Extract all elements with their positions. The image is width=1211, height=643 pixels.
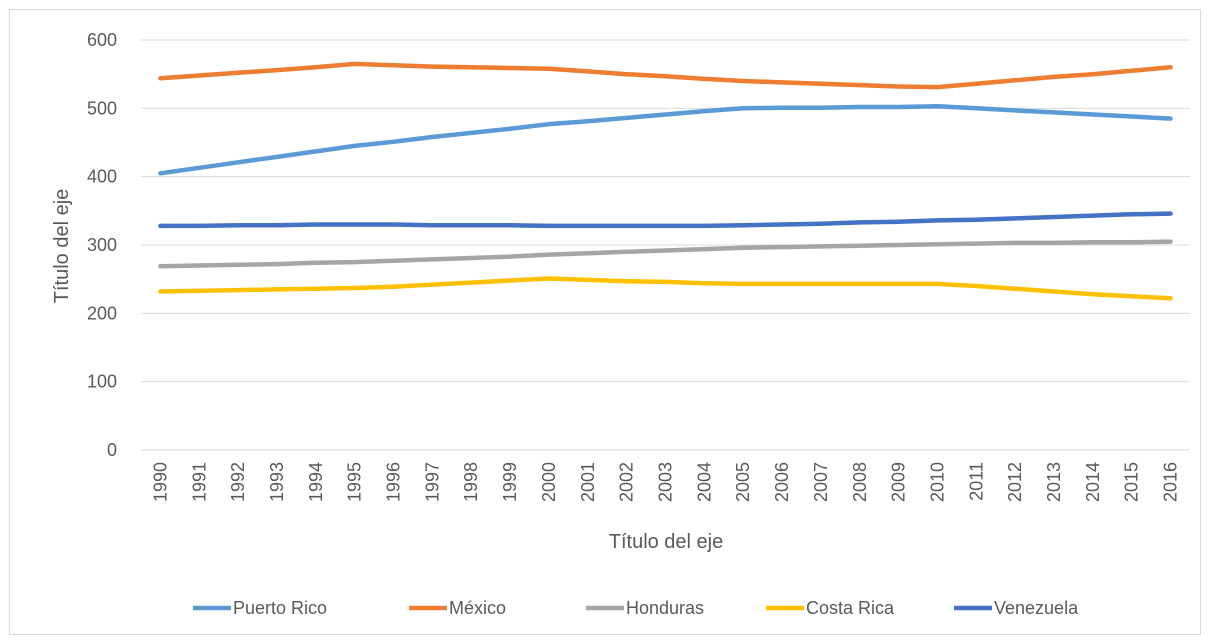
- series-line-2: [158, 239, 1173, 269]
- y-tick-label: 0: [107, 440, 117, 460]
- x-tick-label: 2010: [927, 462, 947, 502]
- y-tick-label: 300: [87, 235, 117, 255]
- x-tick-label: 2005: [733, 462, 753, 502]
- x-tick-label: 2014: [1083, 462, 1103, 502]
- legend-entry: Venezuela: [994, 598, 1079, 618]
- x-tick-label: 1991: [189, 462, 209, 502]
- legend-entry: Puerto Rico: [233, 598, 327, 618]
- x-tick-label: 2016: [1161, 462, 1181, 502]
- y-tick-label: 400: [87, 167, 117, 187]
- x-tick-label: 2008: [850, 462, 870, 502]
- x-tick-label: 2004: [694, 462, 714, 502]
- x-tick-label: 2002: [617, 462, 637, 502]
- x-tick-label: 2012: [1005, 462, 1025, 502]
- y-tick-label: 100: [87, 372, 117, 392]
- x-tick-label: 1997: [422, 462, 442, 502]
- series-lines: [158, 61, 1173, 301]
- series-line-4: [158, 211, 1173, 229]
- y-tick-label: 500: [87, 98, 117, 118]
- x-tick-label: 1995: [345, 462, 365, 502]
- legend-entry: México: [449, 598, 506, 618]
- x-tick-label: 2013: [1044, 462, 1064, 502]
- x-tick-label: 2001: [578, 462, 598, 502]
- x-tick-label: 1994: [306, 462, 326, 502]
- x-tick-label: 1999: [500, 462, 520, 502]
- y-tick-label: 200: [87, 303, 117, 323]
- series-line-3: [158, 276, 1173, 301]
- y-axis-ticks: 0 100 200 300 400 500 600: [87, 30, 117, 460]
- x-tick-label: 2000: [539, 462, 559, 502]
- x-tick-label: 1996: [384, 462, 404, 502]
- series-line-1: [158, 61, 1173, 90]
- series-line-0: [158, 104, 1173, 176]
- chart-area: [9, 9, 1201, 635]
- y-tick-label: 600: [87, 30, 117, 50]
- x-tick-label: 1992: [228, 462, 248, 502]
- legend: Puerto Rico México Honduras Costa Rica Venez…: [193, 598, 1079, 618]
- legend-entry: Costa Rica: [806, 598, 895, 618]
- x-tick-label: 2015: [1122, 462, 1142, 502]
- x-axis-ticks: 1990 1991 1992 1993 1994 1995 1996 1997 1998 1999…: [150, 462, 1180, 502]
- x-tick-label: 2006: [772, 462, 792, 502]
- x-tick-label: 2003: [656, 462, 676, 502]
- legend-entry: Honduras: [626, 598, 704, 618]
- x-axis-title: Título del eje: [609, 531, 724, 553]
- x-tick-label: 1998: [461, 462, 481, 502]
- x-tick-label: 2009: [889, 462, 909, 502]
- x-tick-label: 1993: [267, 462, 287, 502]
- x-tick-label: 1990: [150, 462, 170, 502]
- y-axis-title: Título del eje: [51, 189, 73, 304]
- x-tick-label: 2011: [966, 462, 986, 501]
- x-tick-label: 2007: [811, 462, 831, 502]
